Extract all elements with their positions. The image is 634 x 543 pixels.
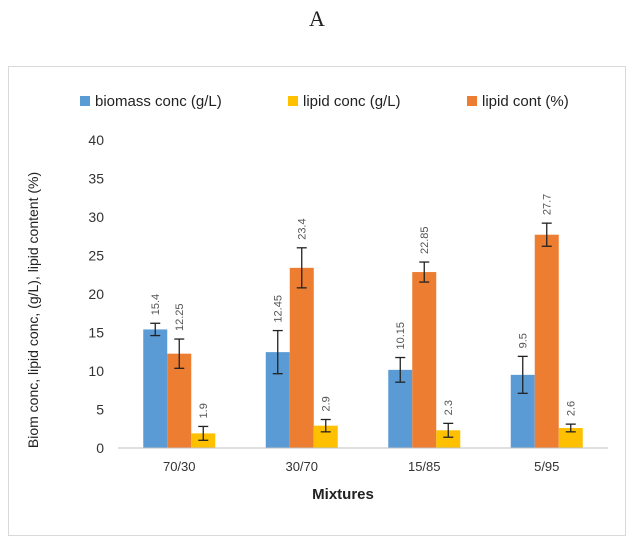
x-tick-label: 30/70 (285, 459, 318, 474)
data-label: 10.15 (395, 322, 407, 350)
bar (412, 272, 437, 448)
data-label: 2.9 (321, 396, 333, 411)
legend-swatch (80, 96, 90, 106)
data-label: 23.4 (297, 218, 309, 239)
x-axis: 70/30 30/70 15/85 5/95 (118, 447, 608, 474)
legend-label: biomass conc (g/L) (95, 93, 222, 110)
legend: biomass conc (g/L) lipid conc (g/L) lipid … (80, 93, 569, 110)
bar (143, 329, 168, 448)
data-label: 2.3 (443, 400, 455, 415)
data-label: 15.4 (150, 294, 162, 315)
bar (313, 425, 338, 448)
data-label: 27.7 (542, 194, 554, 215)
y-tick-label: 0 (96, 440, 104, 456)
legend-label: lipid cont (%) (482, 93, 569, 110)
y-tick-label: 10 (88, 363, 104, 379)
y-axis: 0 5 10 15 20 25 30 35 40 (88, 132, 104, 456)
bar (558, 427, 583, 448)
bar (167, 353, 192, 448)
x-tick-label: 15/85 (408, 459, 441, 474)
y-tick-label: 30 (88, 209, 104, 225)
data-label: 1.9 (198, 403, 210, 418)
y-tick-label: 25 (88, 248, 104, 264)
data-label: 9.5 (518, 333, 530, 348)
legend-label: lipid conc (g/L) (303, 93, 401, 110)
legend-swatch (288, 96, 298, 106)
bar (436, 430, 461, 448)
x-tick-label: 5/95 (534, 459, 559, 474)
x-axis-title: Mixtures (312, 486, 374, 503)
y-tick-label: 20 (88, 286, 104, 302)
y-tick-label: 15 (88, 325, 104, 341)
bar (534, 234, 559, 448)
bar (289, 267, 314, 448)
legend-swatch (467, 96, 477, 106)
bars: 15.4 12.25 1.9 12.45 23.4 2.9 10.15 22.85 2.3 9.5… (143, 194, 583, 448)
data-label: 12.25 (174, 304, 186, 332)
y-axis-title: Biom conc, lipid conc, (g/L), lipid cont… (25, 172, 41, 448)
x-tick-label: 70/30 (163, 459, 196, 474)
data-label: 12.45 (273, 295, 285, 323)
bar (388, 369, 413, 448)
chart-frame (8, 66, 626, 536)
y-tick-label: 5 (96, 402, 104, 418)
data-label: 2.6 (566, 401, 578, 416)
data-label: 22.85 (419, 227, 431, 255)
panel-label: A (309, 6, 325, 31)
y-tick-label: 35 (88, 171, 104, 187)
y-tick-label: 40 (88, 132, 104, 148)
